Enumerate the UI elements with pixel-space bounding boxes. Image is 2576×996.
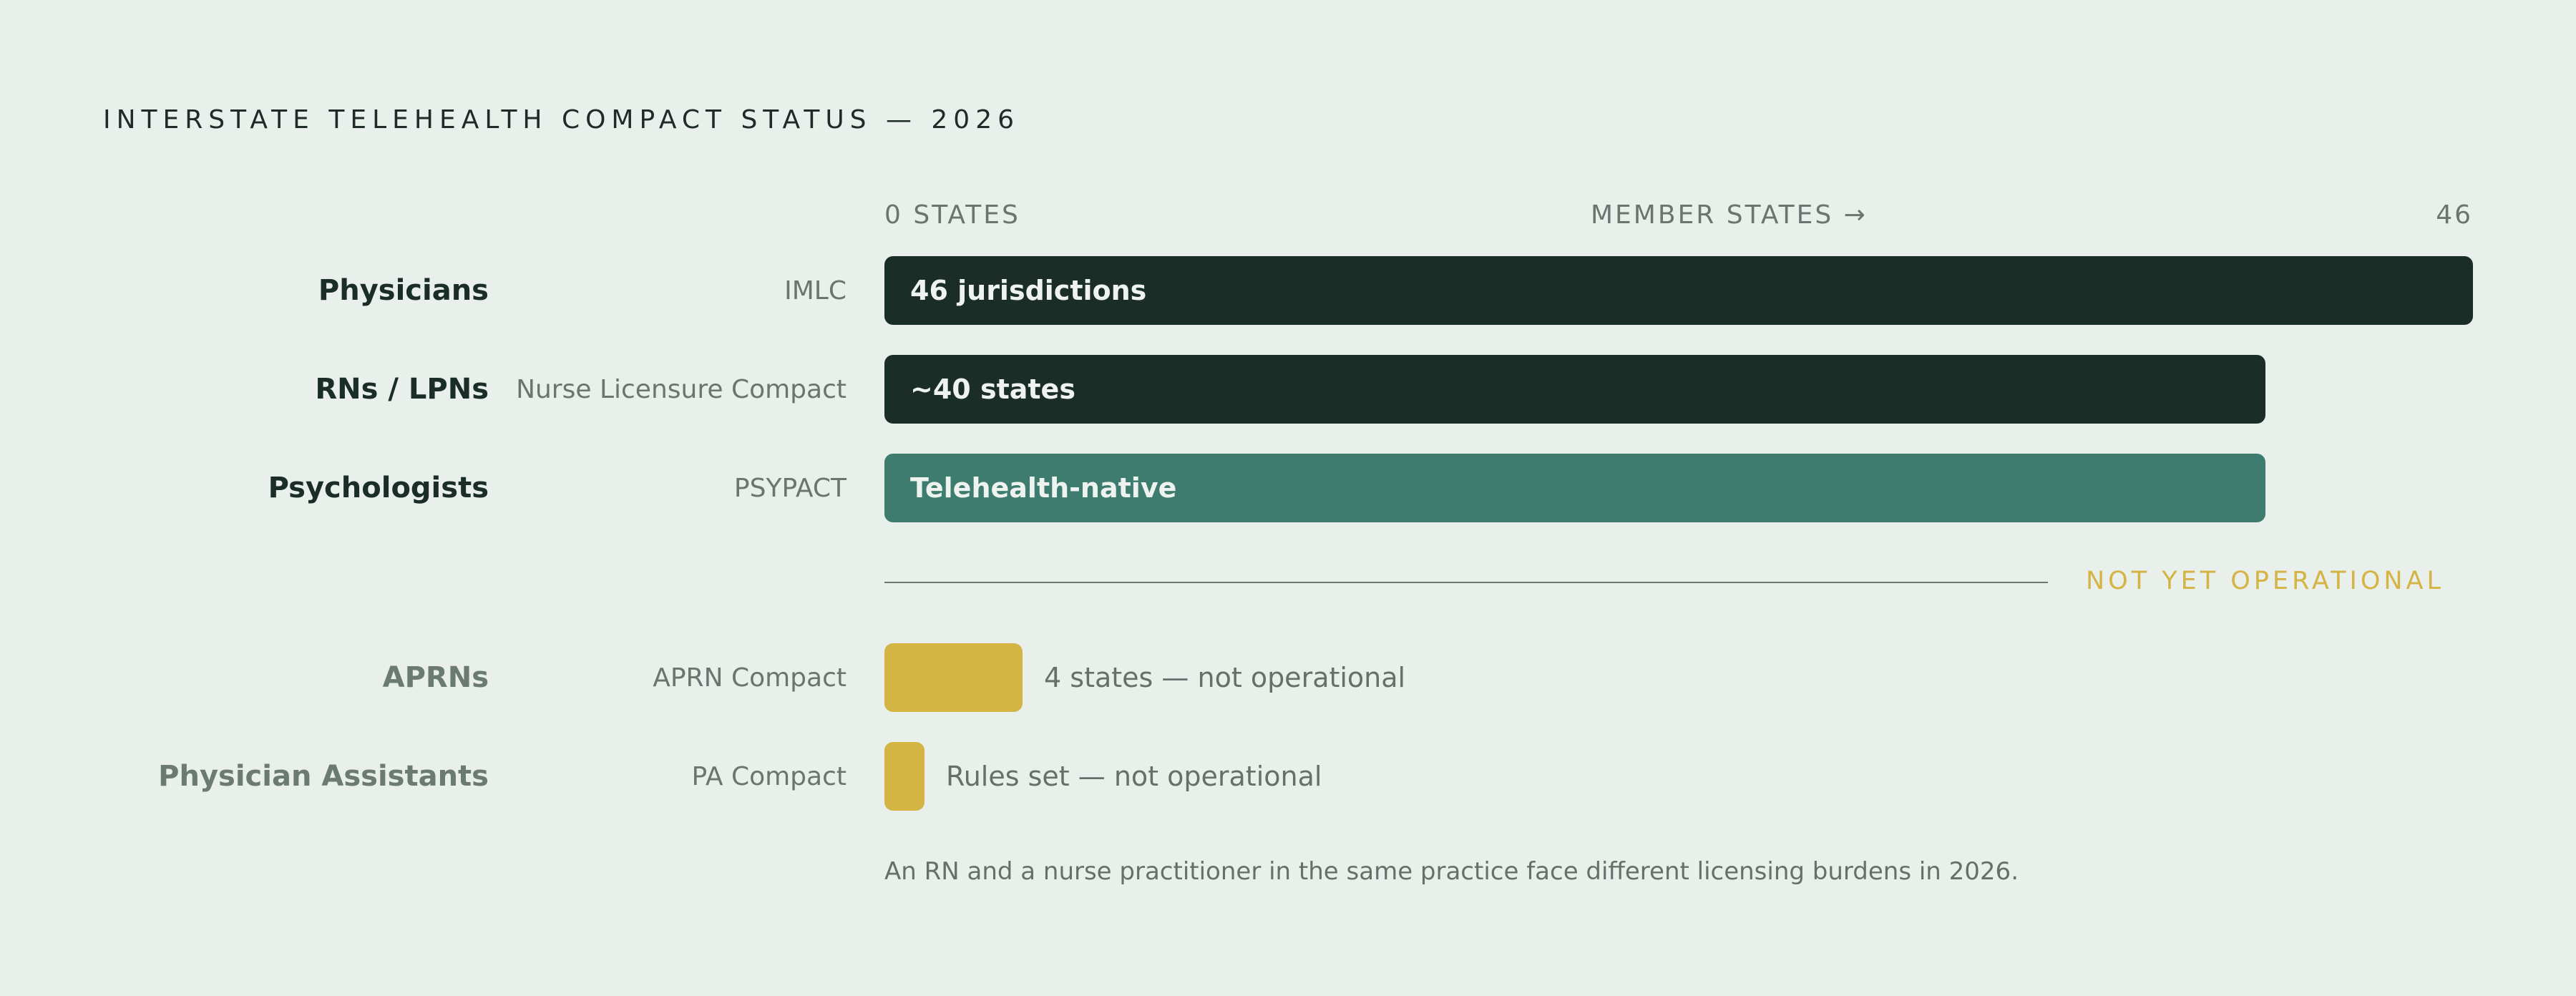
bar-label: ~40 states xyxy=(910,374,1075,405)
bar-label: Telehealth-native xyxy=(910,472,1177,504)
axis-label-max: 46 xyxy=(2436,200,2473,230)
chart-title: INTERSTATE TELEHEALTH COMPACT STATUS — 2… xyxy=(103,105,1020,135)
compact-label: IMLC xyxy=(784,275,847,306)
compact-label: PA Compact xyxy=(691,761,847,791)
category-label: Psychologists xyxy=(268,472,489,504)
bar xyxy=(884,643,1023,712)
bar-label: 46 jurisdictions xyxy=(910,275,1147,306)
compact-label: PSYPACT xyxy=(733,473,847,503)
compact-label: APRN Compact xyxy=(653,663,847,693)
category-label: APRNs xyxy=(382,661,489,694)
divider-line xyxy=(884,582,2048,583)
bar xyxy=(884,454,2266,522)
bar-note: 4 states — not operational xyxy=(1044,662,1406,693)
chart-row: RNs / LPNs Nurse Licensure Compact ~40 sta… xyxy=(0,355,2576,424)
category-label: Physician Assistants xyxy=(158,760,489,793)
chart-row: Physician Assistants PA Compact Rules set … xyxy=(0,742,2576,811)
divider-label: NOT YET OPERATIONAL xyxy=(2086,567,2445,595)
compact-label: Nurse Licensure Compact xyxy=(516,374,847,404)
category-label: RNs / LPNs xyxy=(315,373,489,406)
bar xyxy=(884,256,2473,325)
bar xyxy=(884,742,924,811)
axis-label-min: 0 STATES xyxy=(884,200,1020,230)
chart-row: Physicians IMLC 46 jurisdictions xyxy=(0,256,2576,325)
chart-row: Psychologists PSYPACT Telehealth-native xyxy=(0,454,2576,522)
category-label: Physicians xyxy=(318,274,489,307)
chart-row: APRNs APRN Compact 4 states — not operatio… xyxy=(0,643,2576,712)
footnote: An RN and a nurse practitioner in the sa… xyxy=(884,857,2019,886)
axis-label-member-states: MEMBER STATES → xyxy=(1591,200,1868,230)
bar xyxy=(884,355,2266,424)
bar-note: Rules set — not operational xyxy=(946,761,1322,792)
